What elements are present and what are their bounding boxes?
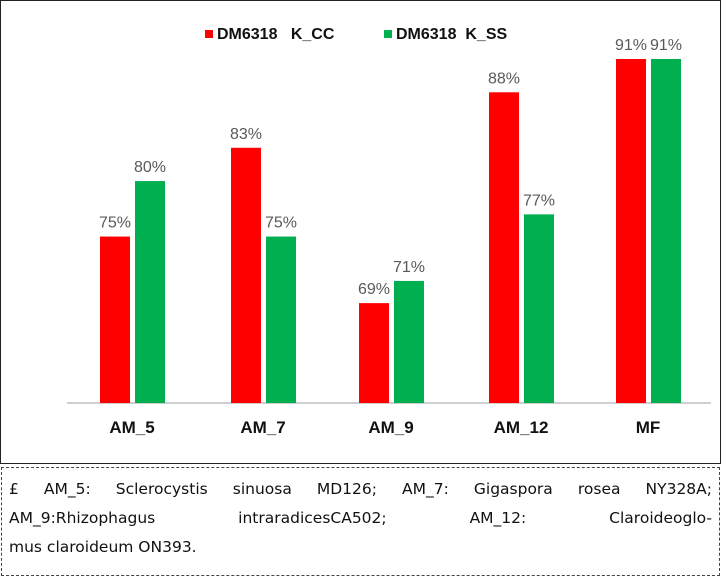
- bar-AM_9-k-ss: [394, 280, 424, 403]
- data-label: 69%: [358, 281, 390, 298]
- legend-swatch: [384, 30, 392, 38]
- data-label: 91%: [650, 37, 682, 54]
- bar-chart: 75% 80% AM_5 83% 75% AM_7 69%71% AM_9 88% 77% AM_1…: [67, 26, 711, 437]
- figure-caption: £ AM_5: Sclerocystis sinuosa MD126; AM_7…: [1, 467, 720, 576]
- data-label: 71%: [393, 259, 425, 276]
- data-label: 83%: [230, 126, 262, 143]
- chart-frame: 75% 80% AM_5 83% 75% AM_7 69% 71% AM_9 88% 77% AM_1…: [0, 0, 721, 464]
- bar-MF-k-cc: [616, 59, 646, 403]
- data-label: 77%: [523, 192, 555, 209]
- legend-label: DM6318 K_SS: [396, 26, 507, 43]
- data-label: 75%: [265, 215, 297, 232]
- bar-AM_12-k-ss: [524, 214, 554, 403]
- bar-AM_9-k-cc: [359, 303, 389, 403]
- data-label: 91%: [615, 37, 647, 54]
- bar-MF-k-ss: [651, 59, 681, 403]
- bar-AM_7-k-cc: [231, 147, 261, 403]
- legend-label: DM6318 K_CC: [217, 26, 335, 43]
- caption-line-2: AM_9:Rhizophagus intraradicesCA502; AM_1…: [9, 509, 712, 527]
- caption-line-3: mus claroideum ON393.: [9, 538, 197, 556]
- bar-AM_5-k-cc: [100, 236, 130, 403]
- data-label: 75%: [99, 215, 131, 232]
- caption-line-1: £ AM_5: Sclerocystis sinuosa MD126; AM_7…: [9, 480, 712, 498]
- data-label: 80%: [134, 159, 166, 176]
- x-tick-label: AM_7: [240, 418, 285, 437]
- bar-AM_7-k-ss: [266, 236, 296, 403]
- bar-AM_5-k-ss: [135, 181, 165, 403]
- x-tick-label: AM_5: [109, 418, 154, 437]
- data-label: 88%: [488, 70, 520, 87]
- x-tick-label: AM_12: [494, 418, 549, 437]
- bar-AM_12-k-cc: [489, 92, 519, 404]
- legend-swatch: [205, 30, 213, 38]
- x-tick-label: MF: [636, 418, 661, 437]
- x-tick-label: AM_9: [368, 418, 413, 437]
